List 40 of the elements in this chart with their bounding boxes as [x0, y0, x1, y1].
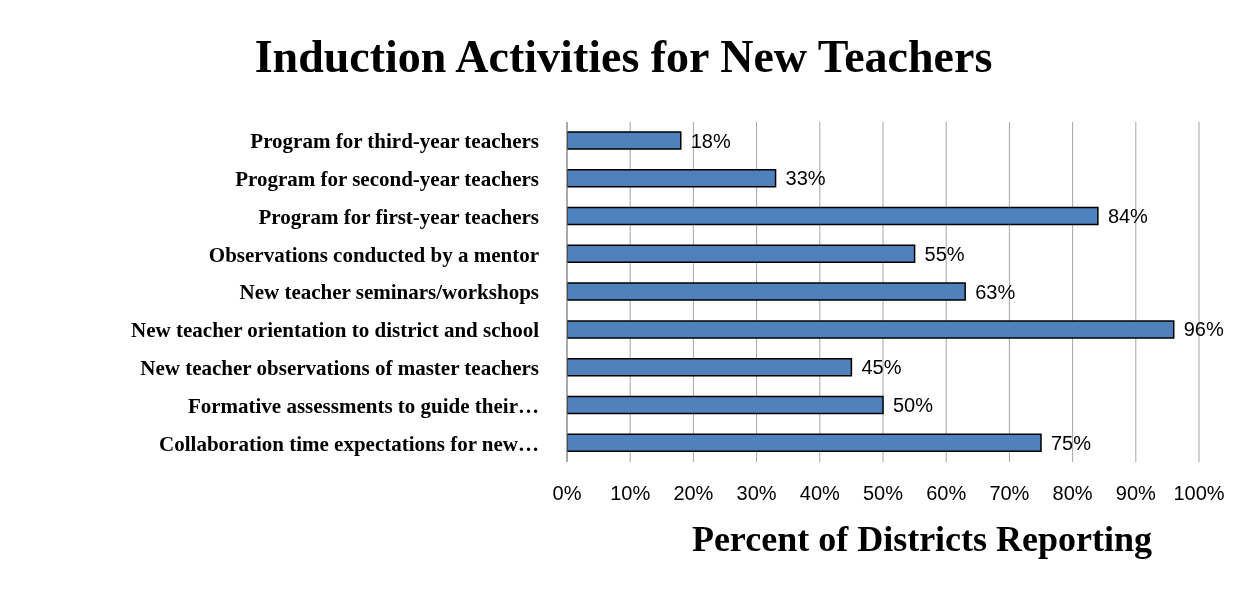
- y-tick-label: New teacher seminars/workshops: [239, 280, 539, 305]
- x-tick-label: 20%: [673, 482, 714, 505]
- data-label: 84%: [1107, 205, 1149, 228]
- x-tick-label: 0%: [552, 482, 582, 505]
- data-label: 96%: [1183, 318, 1224, 341]
- x-tick-label: 90%: [1115, 482, 1157, 505]
- y-tick-label: Observations conducted by a mentor: [208, 242, 539, 267]
- x-tick-label: 70%: [989, 482, 1030, 505]
- x-tick-label: 50%: [862, 482, 904, 505]
- x-tick-label: 80%: [1052, 482, 1093, 505]
- y-tick-label: Collaboration time expectations for new…: [159, 431, 539, 456]
- bar: [567, 433, 1042, 452]
- x-tick-label: 100%: [1173, 482, 1225, 505]
- chart-title: Induction Activities for New Teachers: [253, 30, 994, 83]
- x-tick-label: 10%: [610, 482, 651, 505]
- x-tick-label: 30%: [736, 482, 777, 505]
- bar: [567, 282, 966, 301]
- x-axis-title: Percent of Districts Reporting: [690, 518, 1154, 560]
- bar: [567, 320, 1175, 339]
- data-label: 33%: [785, 167, 826, 190]
- data-label: 63%: [975, 280, 1016, 303]
- y-tick-label: Program for first-year teachers: [258, 204, 539, 229]
- data-label: 75%: [1051, 431, 1092, 454]
- data-label: 55%: [924, 242, 965, 265]
- x-tick-label: 40%: [799, 482, 841, 505]
- y-tick-label: New teacher orientation to district and school: [131, 318, 540, 343]
- bar: [567, 395, 884, 415]
- y-tick-label: Program for second-year teachers: [235, 167, 539, 192]
- x-tick-label: 60%: [926, 482, 967, 505]
- bar: [567, 206, 1099, 226]
- bar: [567, 357, 853, 377]
- y-tick-label: Program for third-year teachers: [250, 129, 539, 154]
- data-label: 45%: [861, 356, 902, 379]
- y-tick-label: New teacher observations of master teachers: [140, 356, 539, 381]
- bar: [567, 244, 916, 264]
- bar: [567, 169, 777, 188]
- bar: [567, 131, 682, 150]
- data-label: 50%: [893, 394, 934, 417]
- y-tick-label: Formative assessments to guide their…: [187, 393, 539, 418]
- data-label: 18%: [690, 129, 732, 152]
